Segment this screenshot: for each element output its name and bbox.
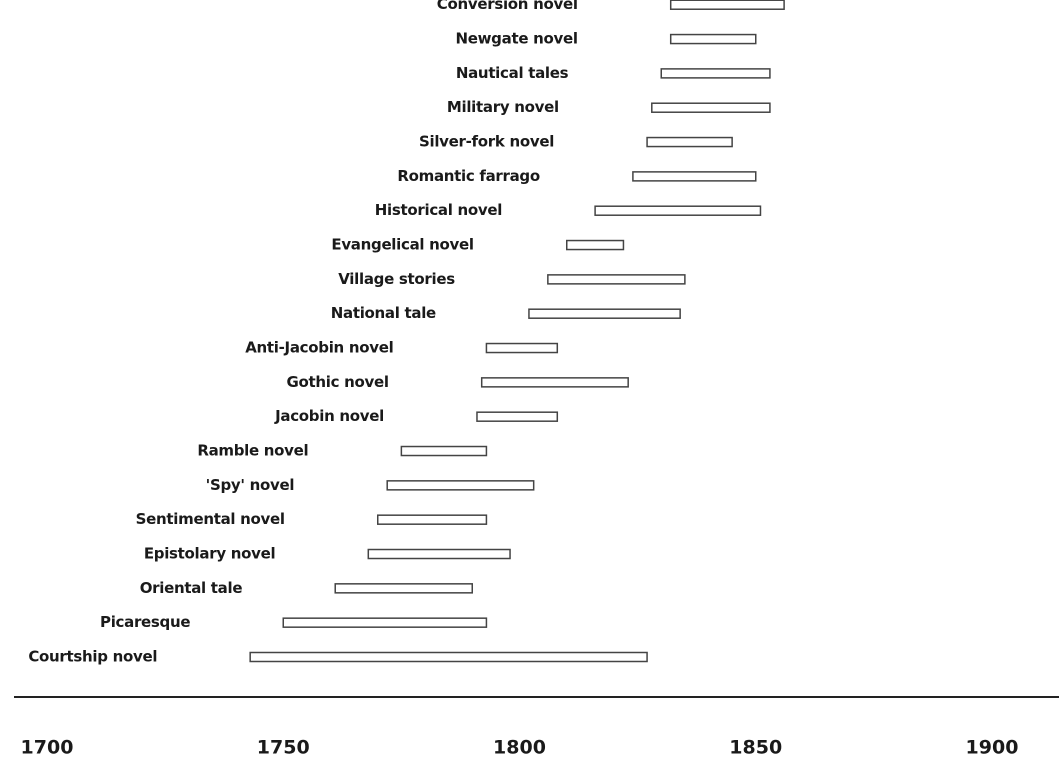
- category-label: Epistolary novel: [144, 545, 275, 563]
- category-label: Romantic farrago: [397, 167, 540, 185]
- category-label: Gothic novel: [286, 373, 388, 391]
- bar: [528, 308, 681, 319]
- category-label: Village stories: [338, 270, 455, 288]
- x-tick-label: 1900: [966, 737, 1019, 759]
- bar: [547, 274, 686, 285]
- bar: [632, 171, 757, 182]
- bar: [249, 651, 648, 663]
- category-label: Military novel: [447, 98, 559, 116]
- bar: [566, 239, 625, 251]
- bar: [282, 617, 488, 628]
- category-label: Oriental tale: [140, 579, 243, 597]
- category-label: National tale: [331, 304, 436, 322]
- category-label: Newgate novel: [456, 30, 578, 48]
- bar: [646, 136, 733, 148]
- category-label: Conversion novel: [437, 0, 578, 13]
- category-label: Evangelical novel: [331, 236, 473, 254]
- category-label: Jacobin novel: [274, 407, 384, 425]
- bar: [377, 514, 488, 525]
- bar: [480, 377, 629, 388]
- x-tick-label: 1800: [493, 737, 546, 759]
- bar: [400, 445, 488, 457]
- bar: [660, 68, 771, 79]
- bar: [334, 583, 473, 594]
- bar: [669, 0, 785, 10]
- bar: [386, 480, 535, 491]
- x-tick-label: 1850: [729, 737, 782, 759]
- category-label: Ramble novel: [197, 442, 308, 460]
- bar: [476, 411, 559, 422]
- bar: [367, 548, 511, 560]
- category-label: Nautical tales: [456, 64, 569, 82]
- bar: [485, 342, 559, 354]
- category-label: Historical novel: [375, 201, 502, 219]
- bar: [669, 33, 757, 45]
- bar: [651, 102, 771, 113]
- x-tick-label: 1750: [257, 737, 310, 759]
- category-label: Courtship novel: [28, 648, 157, 666]
- category-label: Silver-fork novel: [419, 133, 554, 151]
- bar: [594, 205, 762, 216]
- category-label: 'Spy' novel: [206, 476, 295, 494]
- category-label: Picaresque: [100, 613, 190, 631]
- category-label: Anti-Jacobin novel: [245, 339, 393, 357]
- category-label: Sentimental novel: [136, 510, 285, 528]
- x-tick-label: 1700: [21, 737, 74, 759]
